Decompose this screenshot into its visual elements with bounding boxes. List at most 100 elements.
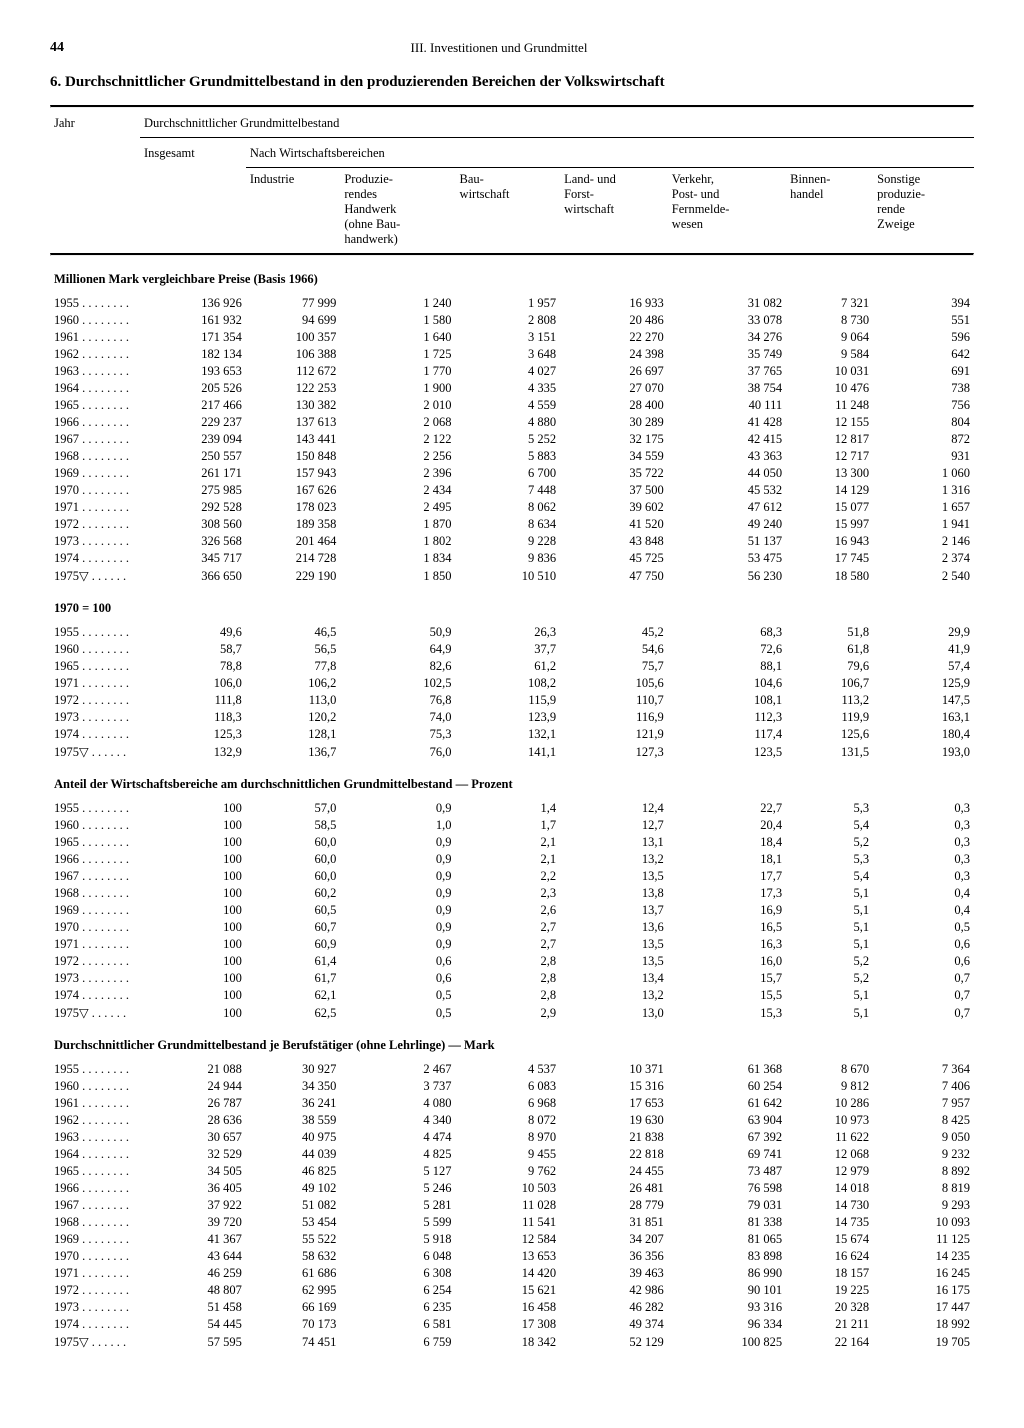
data-cell: 43 848	[560, 533, 668, 550]
data-cell: 39 463	[560, 1265, 668, 1282]
data-cell: 161 932	[140, 312, 246, 329]
year-cell: 1955 . . . . . . . .	[50, 1061, 140, 1078]
data-cell: 90 101	[668, 1282, 786, 1299]
data-cell: 113,2	[786, 692, 873, 709]
data-cell: 100	[140, 851, 246, 868]
data-cell: 8 062	[456, 499, 561, 516]
data-cell: 57,4	[873, 658, 974, 675]
data-cell: 214 728	[246, 550, 341, 567]
data-cell: 1 316	[873, 482, 974, 499]
data-cell: 37,7	[456, 641, 561, 658]
table-row: 1972 . . . . . . . .10061,40,62,813,516,…	[50, 953, 974, 970]
year-cell: 1970 . . . . . . . .	[50, 1248, 140, 1265]
data-cell: 4 537	[456, 1061, 561, 1078]
data-cell: 28 779	[560, 1197, 668, 1214]
data-cell: 931	[873, 448, 974, 465]
data-cell: 100	[140, 902, 246, 919]
data-cell: 36 241	[246, 1095, 341, 1112]
year-cell: 1974 . . . . . . . .	[50, 726, 140, 743]
data-cell: 100	[140, 800, 246, 817]
data-cell: 43 363	[668, 448, 786, 465]
data-cell: 691	[873, 363, 974, 380]
data-cell: 68,3	[668, 624, 786, 641]
year-cell: 1972 . . . . . . . .	[50, 516, 140, 533]
table-row: 1967 . . . . . . . .10060,00,92,213,517,…	[50, 868, 974, 885]
data-cell: 19 225	[786, 1282, 873, 1299]
table-row: 1962 . . . . . . . .182 134106 3881 7253…	[50, 346, 974, 363]
data-cell: 112 672	[246, 363, 341, 380]
data-cell: 596	[873, 329, 974, 346]
data-cell: 292 528	[140, 499, 246, 516]
data-cell: 15,5	[668, 987, 786, 1004]
data-cell: 3 737	[340, 1078, 455, 1095]
table-row: 1969 . . . . . . . .261 171157 9432 3966…	[50, 465, 974, 482]
data-cell: 33 078	[668, 312, 786, 329]
year-cell: 1974 . . . . . . . .	[50, 1316, 140, 1333]
data-cell: 39 602	[560, 499, 668, 516]
data-cell: 14 735	[786, 1214, 873, 1231]
data-cell: 16,3	[668, 936, 786, 953]
year-cell: 1970 . . . . . . . .	[50, 482, 140, 499]
data-cell: 100	[140, 987, 246, 1004]
data-cell: 2 396	[340, 465, 455, 482]
data-cell: 117,4	[668, 726, 786, 743]
col-sub-6: Sonstige produzie- rende Zweige	[873, 168, 974, 254]
data-cell: 41 428	[668, 414, 786, 431]
data-cell: 178 023	[246, 499, 341, 516]
data-cell: 45 725	[560, 550, 668, 567]
data-cell: 47 612	[668, 499, 786, 516]
data-cell: 17 745	[786, 550, 873, 567]
data-cell: 21 838	[560, 1129, 668, 1146]
data-cell: 119,9	[786, 709, 873, 726]
year-cell: 1965 . . . . . . . .	[50, 1163, 140, 1180]
data-cell: 13,8	[560, 885, 668, 902]
table-row: 1955 . . . . . . . .49,646,550,926,345,2…	[50, 624, 974, 641]
data-cell: 43 644	[140, 1248, 246, 1265]
data-cell: 16,0	[668, 953, 786, 970]
data-cell: 308 560	[140, 516, 246, 533]
data-cell: 120,2	[246, 709, 341, 726]
data-cell: 1 802	[340, 533, 455, 550]
data-cell: 157 943	[246, 465, 341, 482]
data-cell: 193,0	[873, 743, 974, 761]
data-cell: 1 060	[873, 465, 974, 482]
data-cell: 180,4	[873, 726, 974, 743]
data-cell: 61 642	[668, 1095, 786, 1112]
data-cell: 0,3	[873, 817, 974, 834]
data-cell: 1 770	[340, 363, 455, 380]
data-cell: 132,1	[456, 726, 561, 743]
table-row: 1975▽ . . . . . .132,9136,776,0141,1127,…	[50, 743, 974, 761]
col-jahr: Jahr	[50, 108, 140, 253]
data-cell: 137 613	[246, 414, 341, 431]
data-cell: 61 368	[668, 1061, 786, 1078]
data-cell: 1,7	[456, 817, 561, 834]
table-row: 1971 . . . . . . . .46 25961 6866 30814 …	[50, 1265, 974, 1282]
data-cell: 5,3	[786, 800, 873, 817]
data-cell: 127,3	[560, 743, 668, 761]
data-cell: 24 455	[560, 1163, 668, 1180]
data-cell: 11 028	[456, 1197, 561, 1214]
data-cell: 22 270	[560, 329, 668, 346]
data-cell: 217 466	[140, 397, 246, 414]
data-cell: 125,9	[873, 675, 974, 692]
table-row: 1974 . . . . . . . .54 44570 1736 58117 …	[50, 1316, 974, 1333]
data-cell: 108,1	[668, 692, 786, 709]
year-cell: 1974 . . . . . . . .	[50, 550, 140, 567]
data-cell: 12 068	[786, 1146, 873, 1163]
year-cell: 1972 . . . . . . . .	[50, 1282, 140, 1299]
data-cell: 141,1	[456, 743, 561, 761]
data-cell: 49 102	[246, 1180, 341, 1197]
data-cell: 0,9	[340, 885, 455, 902]
data-cell: 37 500	[560, 482, 668, 499]
data-cell: 16 458	[456, 1299, 561, 1316]
data-cell: 20 328	[786, 1299, 873, 1316]
data-cell: 128,1	[246, 726, 341, 743]
data-cell: 2 256	[340, 448, 455, 465]
data-cell: 14 730	[786, 1197, 873, 1214]
data-cell: 116,9	[560, 709, 668, 726]
data-cell: 123,5	[668, 743, 786, 761]
data-cell: 8 670	[786, 1061, 873, 1078]
data-cell: 106 388	[246, 346, 341, 363]
year-cell: 1968 . . . . . . . .	[50, 885, 140, 902]
data-cell: 49 374	[560, 1316, 668, 1333]
